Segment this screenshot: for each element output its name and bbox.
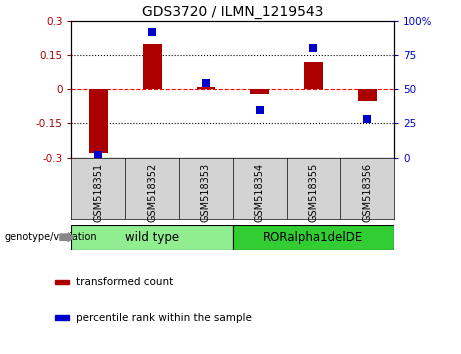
Text: GSM518352: GSM518352 (147, 162, 157, 222)
Point (364, 116, 371, 122)
Text: RORalpha1delDE: RORalpha1delDE (263, 231, 364, 244)
Bar (55, 315, 69, 320)
Point (95, 152, 102, 158)
Bar (358, 89, 377, 101)
Point (256, 107, 263, 113)
Point (202, 80, 210, 85)
Bar (143, 44, 161, 89)
Text: wild type: wild type (125, 231, 179, 244)
Point (148, 29, 156, 35)
Bar (196, 87, 215, 89)
Text: GSM518353: GSM518353 (201, 162, 211, 222)
Text: genotype/variation: genotype/variation (5, 232, 97, 242)
FancyBboxPatch shape (233, 225, 394, 250)
Text: GSM518356: GSM518356 (362, 162, 372, 222)
Bar (304, 62, 323, 89)
Text: GSM518351: GSM518351 (93, 162, 103, 222)
Title: GDS3720 / ILMN_1219543: GDS3720 / ILMN_1219543 (142, 5, 324, 19)
Bar (55, 280, 69, 284)
Text: percentile rank within the sample: percentile rank within the sample (76, 313, 252, 322)
Point (310, 46, 317, 51)
Bar (89, 89, 108, 153)
Text: GSM518355: GSM518355 (308, 162, 319, 222)
Text: transformed count: transformed count (76, 277, 173, 287)
Bar (250, 89, 269, 94)
FancyBboxPatch shape (71, 225, 233, 250)
Text: GSM518354: GSM518354 (254, 162, 265, 222)
